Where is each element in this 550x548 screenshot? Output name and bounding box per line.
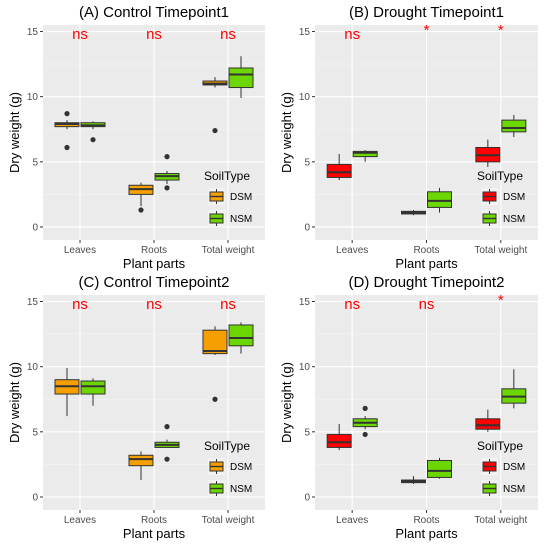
box-nsm-total-weight	[228, 67, 254, 89]
panel-title: (C) Control Timepoint2	[79, 274, 230, 291]
legend-title: SoilType	[204, 439, 250, 453]
legend-label-dsm: DSM	[230, 192, 252, 203]
legend: SoilType DSM NSM	[477, 439, 525, 497]
significance-label: *	[424, 22, 430, 39]
x-tick-label: Total weight	[202, 515, 255, 526]
legend-label-nsm: NSM	[503, 214, 525, 225]
y-axis-title: Dry weight (g)	[7, 362, 22, 443]
x-axis-title: Plant parts	[123, 526, 186, 541]
outlier-point	[138, 207, 144, 213]
significance-label: ns	[344, 26, 360, 43]
chart-panel-4: ns ns * 0 5 10 15 Leaves Roots Total weight (D) Dr…	[279, 274, 538, 541]
outlier-point	[212, 127, 218, 134]
outlier-point	[164, 154, 170, 160]
significance-label: ns	[146, 296, 162, 313]
legend-label-nsm: NSM	[230, 214, 252, 225]
box-dsm-total-weight	[202, 329, 228, 355]
y-tick-label: 10	[27, 362, 39, 373]
legend-label-dsm: DSM	[503, 192, 525, 203]
y-axis-title: Dry weight (g)	[279, 362, 294, 443]
x-tick-label: Total weight	[474, 245, 527, 256]
box-dsm-leaves	[326, 163, 352, 178]
significance-label: ns	[146, 26, 162, 43]
outlier-point	[362, 405, 368, 411]
significance-label: ns	[419, 296, 435, 313]
y-tick-label: 15	[299, 297, 311, 308]
chart-panel-2: ns * * 0 5 10 15 Leaves Roots Total weight (B) Dro…	[279, 4, 538, 271]
legend-label-nsm: NSM	[503, 484, 525, 495]
panel-title: (D) Drought Timepoint2	[349, 274, 505, 291]
box-dsm-total-weight	[475, 418, 501, 430]
y-tick-label: 5	[32, 427, 38, 438]
legend-label-dsm: DSM	[503, 462, 525, 473]
x-tick-label: Leaves	[336, 515, 368, 526]
significance-label: *	[498, 22, 504, 39]
legend-title: SoilType	[204, 169, 250, 183]
x-axis-title: Plant parts	[123, 256, 186, 271]
y-axis-title: Dry weight (g)	[279, 92, 294, 173]
significance-label: ns	[72, 26, 88, 43]
significance-label: *	[498, 292, 504, 309]
y-tick-label: 0	[304, 222, 310, 233]
outlier-point	[164, 456, 170, 462]
legend: SoilType DSM NSM	[477, 169, 525, 227]
box-nsm-leaves	[80, 380, 106, 395]
y-tick-label: 0	[304, 492, 310, 503]
panel-title: (B) Drought Timepoint1	[349, 4, 504, 21]
chart-panel-1: ns ns ns 0 5 10 15 Leaves Roots Total weight (A) C…	[7, 4, 265, 271]
box-nsm-roots	[427, 191, 452, 208]
y-tick-label: 15	[27, 297, 39, 308]
y-tick-label: 5	[304, 157, 310, 168]
x-tick-label: Leaves	[64, 245, 96, 256]
significance-label: ns	[72, 296, 88, 313]
x-tick-label: Roots	[141, 515, 167, 526]
y-axis-title: Dry weight (g)	[7, 92, 22, 173]
significance-label: ns	[220, 296, 236, 313]
x-tick-label: Roots	[413, 245, 439, 256]
legend: SoilType DSM NSM	[204, 439, 252, 497]
box-nsm-total-weight	[228, 324, 254, 347]
x-axis-title: Plant parts	[395, 526, 458, 541]
y-tick-label: 15	[27, 27, 39, 38]
outlier-point	[212, 396, 218, 402]
significance-label: ns	[220, 26, 236, 43]
x-tick-label: Roots	[141, 245, 167, 256]
outlier-point	[164, 424, 170, 430]
legend-title: SoilType	[477, 439, 523, 453]
box-dsm-leaves	[326, 433, 352, 448]
x-tick-label: Total weight	[202, 245, 255, 256]
significance-label: ns	[344, 296, 360, 313]
legend: SoilType DSM NSM	[204, 169, 252, 227]
y-tick-label: 10	[27, 92, 39, 103]
box-nsm-leaves	[352, 150, 378, 158]
outlier-point	[362, 431, 368, 438]
y-tick-label: 0	[32, 222, 38, 233]
y-tick-label: 5	[304, 427, 310, 438]
chart-panel-3: ns ns ns 0 5 10 15 Leaves Roots Total weight (C) C…	[7, 274, 265, 541]
outlier-point	[64, 111, 70, 117]
legend-label-nsm: NSM	[230, 484, 252, 495]
outlier-point	[64, 144, 70, 151]
box-nsm-roots	[427, 459, 452, 478]
y-tick-label: 10	[299, 362, 311, 373]
box-nsm-total-weight	[501, 119, 527, 133]
legend-title: SoilType	[477, 169, 523, 183]
legend-label-dsm: DSM	[230, 462, 252, 473]
y-tick-label: 0	[32, 492, 38, 503]
x-tick-label: Leaves	[336, 245, 368, 256]
x-axis-title: Plant parts	[395, 256, 458, 271]
y-tick-label: 15	[299, 27, 311, 38]
outlier-point	[164, 185, 170, 191]
y-tick-label: 10	[299, 92, 311, 103]
y-tick-label: 5	[32, 157, 38, 168]
panel-title: (A) Control Timepoint1	[79, 4, 229, 21]
x-tick-label: Leaves	[64, 515, 96, 526]
box-dsm-roots	[128, 454, 154, 467]
outlier-point	[90, 137, 96, 143]
x-tick-label: Roots	[413, 515, 439, 526]
x-tick-label: Total weight	[474, 515, 527, 526]
